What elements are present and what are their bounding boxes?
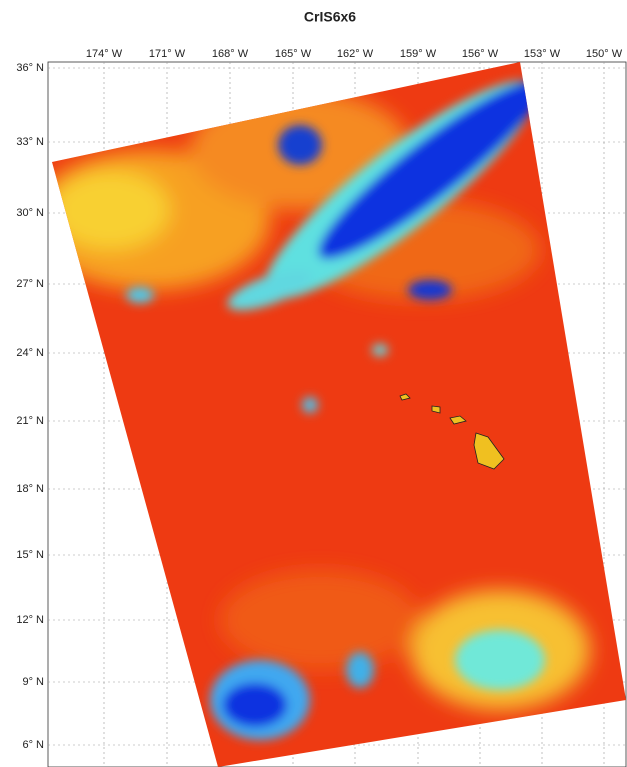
lon-label: 168° W [212,48,249,60]
lon-label: 156° W [462,48,499,60]
islands [399,393,505,470]
lon-label: 159° W [400,48,437,60]
lon-label: 150° W [586,48,623,60]
swath [52,62,626,767]
lat-label: 27° N [16,278,44,290]
lat-label: 15° N [16,549,44,561]
map-title: CrIS6x6 [304,9,356,25]
lat-label: 12° N [16,614,44,626]
lat-label: 33° N [16,136,44,148]
lat-label: 21° N [16,415,44,427]
lon-label: 162° W [337,48,374,60]
lat-label: 9° N [22,676,44,688]
lon-label: 153° W [524,48,561,60]
axis-labels: 174° W 171° W 168° W 165° W 162° W 159° W 156°… [16,48,622,751]
lat-label: 36° N [16,62,44,74]
lon-label: 171° W [149,48,186,60]
lat-label: 24° N [16,347,44,359]
lat-label: 30° N [16,207,44,219]
lon-label: 165° W [275,48,312,60]
lat-label: 18° N [16,483,44,495]
lat-label: 6° N [22,739,44,751]
map-frame [47,61,627,767]
lon-label: 174° W [86,48,123,60]
